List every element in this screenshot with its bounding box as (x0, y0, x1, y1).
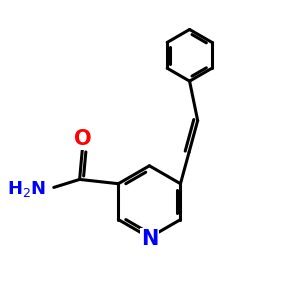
Text: N: N (141, 229, 158, 249)
Text: O: O (74, 129, 91, 149)
Text: H$_2$N: H$_2$N (8, 179, 46, 200)
